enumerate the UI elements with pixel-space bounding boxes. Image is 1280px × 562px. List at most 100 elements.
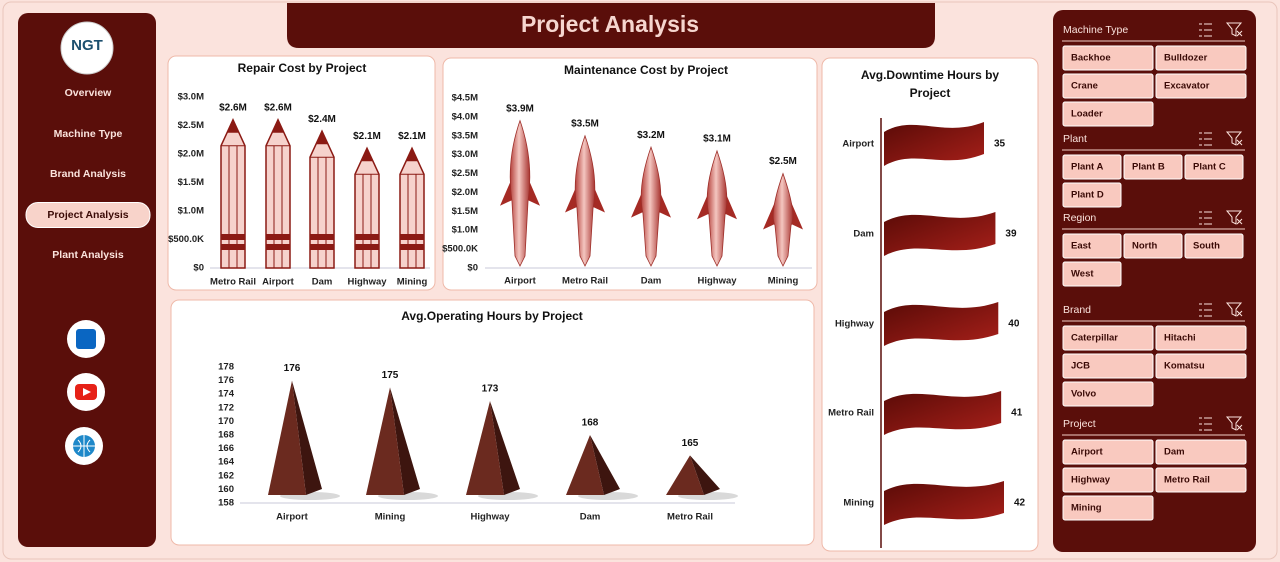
x-tick-label: Dam <box>580 512 601 523</box>
slicer-item: Bulldozer <box>1164 53 1208 64</box>
slicer-button[interactable]: Hitachi <box>1155 325 1247 351</box>
x-tick-label: Mining <box>397 277 428 288</box>
clear-filter-icon[interactable] <box>1225 210 1243 225</box>
slicer-button[interactable]: Highway <box>1062 467 1154 493</box>
slicer-button-bg <box>1062 439 1154 465</box>
slicer-button[interactable]: Bulldozer <box>1155 45 1247 71</box>
y-tick-label: 168 <box>218 430 234 441</box>
slicer-button[interactable]: Excavator <box>1155 73 1247 99</box>
slicer-button-bg <box>1123 233 1183 259</box>
data-label: $2.5M <box>769 156 797 167</box>
multi-select-icon[interactable] <box>1199 211 1212 225</box>
slicer-item: Plant D <box>1071 190 1104 201</box>
slicer-button[interactable]: Plant D <box>1062 182 1122 208</box>
data-label: 42 <box>1014 498 1026 509</box>
nav-label: Overview <box>65 87 113 99</box>
multi-select-icon[interactable] <box>1199 303 1212 317</box>
nav-item[interactable]: Machine Type <box>54 128 123 140</box>
slicer-button-bg <box>1155 73 1247 99</box>
slicer: Project Airport Dam Highway Metro Rail Mining <box>1062 416 1247 521</box>
slicer-item: Crane <box>1071 81 1098 92</box>
data-label: 176 <box>284 363 301 374</box>
nav-item[interactable]: Plant Analysis <box>52 249 124 261</box>
rocket-bar <box>706 149 728 267</box>
data-label: $3.1M <box>703 134 731 145</box>
slicer-button-bg <box>1062 381 1154 407</box>
slicer-item: Volvo <box>1071 389 1096 400</box>
slicer-button[interactable]: Crane <box>1062 73 1154 99</box>
slicer-button[interactable]: Plant A <box>1062 154 1122 180</box>
clear-filter-icon[interactable] <box>1225 131 1243 146</box>
slicer-button-bg <box>1062 467 1154 493</box>
slicer-title: Project <box>1063 418 1096 430</box>
y-tick-label: $3.0M <box>178 92 204 103</box>
pencil-decoration <box>355 148 379 250</box>
slicer-button[interactable]: JCB <box>1062 353 1154 379</box>
slicer-button[interactable]: Komatsu <box>1155 353 1247 379</box>
slicer-button-bg <box>1184 233 1244 259</box>
pencil-lines <box>221 145 245 268</box>
slicer-button[interactable]: Airport <box>1062 439 1154 465</box>
y-tick-label: $2.5M <box>452 168 478 179</box>
nav-item[interactable]: Overview <box>65 87 113 99</box>
slicer-button-bg <box>1155 439 1247 465</box>
y-tick-label: $2.0M <box>452 187 478 198</box>
youtube-play <box>83 388 91 396</box>
x-tick-label: Metro Rail <box>210 277 256 288</box>
nav-item[interactable]: Brand Analysis <box>50 168 126 180</box>
slicer-item: East <box>1071 241 1092 252</box>
clear-filter-icon[interactable] <box>1225 22 1243 37</box>
slicer-button[interactable]: West <box>1062 261 1122 287</box>
slicer-button-bg <box>1062 101 1154 127</box>
flag-bar <box>884 391 1002 435</box>
slicer-button[interactable]: Backhoe <box>1062 45 1154 71</box>
multi-select-icon[interactable] <box>1199 417 1212 431</box>
slicer-button-bg <box>1155 467 1247 493</box>
multi-select-icon[interactable] <box>1199 132 1212 146</box>
slicer-button[interactable]: Loader <box>1062 101 1154 127</box>
slicer-item: Hitachi <box>1164 333 1196 344</box>
slicer-button[interactable]: Dam <box>1155 439 1247 465</box>
x-tick-label: Metro Rail <box>562 276 608 287</box>
chart-title: Maintenance Cost by Project <box>564 63 728 77</box>
data-label: $2.1M <box>353 131 381 142</box>
slicer-button[interactable]: Metro Rail <box>1155 467 1247 493</box>
slicer-button[interactable]: South <box>1184 233 1244 259</box>
pyramid-side <box>292 380 322 495</box>
chart: Avg.Downtime Hours by Project Airport 35 Da… <box>828 68 1026 548</box>
slicer-item: JCB <box>1071 361 1090 372</box>
y-tick-label: $4.5M <box>452 93 478 104</box>
slicer-button[interactable]: Plant B <box>1123 154 1183 180</box>
x-tick-label: Highway <box>697 276 737 287</box>
slicer-button[interactable]: Mining <box>1062 495 1154 521</box>
slicer-button[interactable]: North <box>1123 233 1183 259</box>
x-tick-label: Airport <box>262 277 295 288</box>
data-label: $3.9M <box>506 103 534 114</box>
data-label: 175 <box>382 370 399 381</box>
multi-select-icon[interactable] <box>1199 23 1212 37</box>
slicer-button[interactable]: Plant C <box>1184 154 1244 180</box>
clear-filter-icon[interactable] <box>1225 416 1243 431</box>
slicer-item: Loader <box>1071 109 1103 120</box>
nav-label: Plant Analysis <box>52 249 124 261</box>
flag-bar <box>884 302 999 346</box>
sidebar <box>18 13 156 547</box>
slicer-title: Plant <box>1063 133 1087 145</box>
pyramid-side <box>690 455 720 495</box>
pencil-bar <box>399 146 425 269</box>
y-tick-label: 166 <box>218 443 234 454</box>
clear-filter-icon[interactable] <box>1225 302 1243 317</box>
slicer-button[interactable]: Volvo <box>1062 381 1154 407</box>
data-label: $2.1M <box>398 131 426 142</box>
slicer: Plant Plant A Plant B Plant C Plant D <box>1062 131 1245 208</box>
nav-item[interactable]: Project Analysis <box>25 202 151 228</box>
slicer-button-bg <box>1062 325 1154 351</box>
slicer-button[interactable]: Caterpillar <box>1062 325 1154 351</box>
slicer-item: Caterpillar <box>1071 333 1118 344</box>
y-tick-label: $1.5M <box>452 206 478 217</box>
slicer-button-bg <box>1062 154 1122 180</box>
y-tick-label: 178 <box>218 362 234 373</box>
slicer: Brand Caterpillar Hitachi JCB Komatsu Volvo <box>1062 302 1247 407</box>
slicer-button[interactable]: East <box>1062 233 1122 259</box>
slicer-title: Region <box>1063 212 1096 224</box>
